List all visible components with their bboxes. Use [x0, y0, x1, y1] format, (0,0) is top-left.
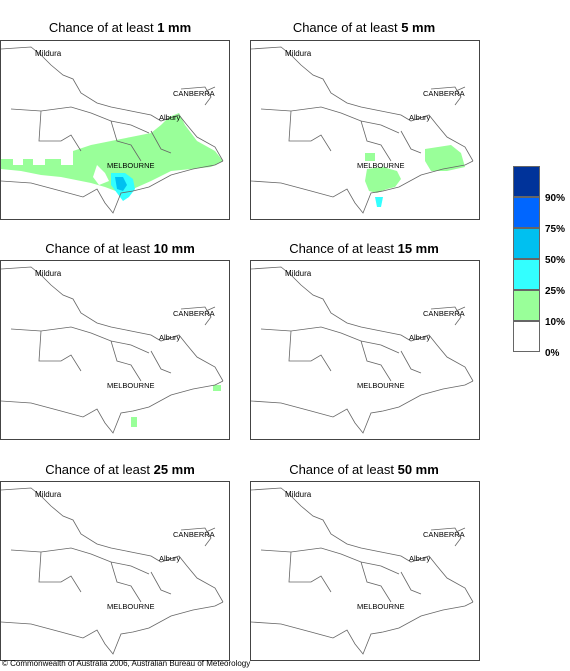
place-canberra: CANBERRA	[423, 530, 465, 539]
probability-legend: 90% 75% 50% 25% 10% 0%	[511, 166, 570, 359]
legend-swatch-0	[513, 321, 540, 352]
panel-title-50mm: Chance of at least 50 mm	[289, 462, 439, 477]
borders	[251, 487, 474, 655]
victoria-map-50mm	[251, 487, 474, 655]
place-melbourne: MELBOURNE	[357, 602, 405, 611]
copyright-notice: © Commonwealth of Australia 2006, Austra…	[2, 659, 251, 668]
borders	[1, 266, 224, 434]
map-1mm: Mildura CANBERRA Albury MELBOURNE	[0, 40, 230, 220]
place-canberra: CANBERRA	[423, 89, 465, 98]
place-albury: Albury	[159, 113, 181, 122]
panel-title-1mm: Chance of at least 1 mm	[48, 20, 192, 35]
legend-swatch-50	[513, 228, 540, 259]
place-canberra: CANBERRA	[173, 89, 215, 98]
map-5mm: Mildura CANBERRA Albury MELBOURNE	[250, 40, 480, 220]
map-50mm: Mildura CANBERRA Albury MELBOURNE	[250, 481, 480, 661]
panel-title-10mm: Chance of at least 10 mm	[45, 241, 195, 256]
legend-swatch-75	[513, 197, 540, 228]
place-canberra: CANBERRA	[423, 309, 465, 318]
place-albury: Albury	[159, 554, 181, 563]
borders	[251, 46, 474, 214]
place-melbourne: MELBOURNE	[107, 161, 155, 170]
legend-label-0: 0%	[545, 348, 560, 359]
place-albury: Albury	[409, 113, 431, 122]
place-mildura: Mildura	[35, 490, 62, 499]
victoria-map-10mm	[1, 266, 224, 434]
place-albury: Albury	[409, 333, 431, 342]
legend-label-25: 25%	[545, 286, 566, 297]
legend-label-10: 10%	[545, 317, 566, 328]
victoria-map-15mm	[251, 266, 474, 434]
place-canberra: CANBERRA	[173, 309, 215, 318]
place-mildura: Mildura	[285, 49, 312, 58]
rain-area-10pct	[131, 385, 221, 427]
legend-label-50: 50%	[545, 255, 566, 266]
legend-label-90: 90%	[545, 193, 566, 204]
map-15mm: Mildura CANBERRA Albury MELBOURNE	[250, 260, 480, 440]
place-melbourne: MELBOURNE	[357, 161, 405, 170]
rain-area-50pct	[115, 177, 127, 191]
borders	[1, 46, 224, 214]
legend-swatch-25	[513, 259, 540, 290]
map-10mm: Mildura CANBERRA Albury MELBOURNE	[0, 260, 230, 440]
legend-label-75: 75%	[545, 224, 566, 235]
panel-title-5mm: Chance of at least 5 mm	[292, 20, 436, 35]
place-mildura: Mildura	[285, 490, 312, 499]
place-melbourne: MELBOURNE	[357, 381, 405, 390]
victoria-map-25mm	[1, 487, 224, 655]
panel-title-15mm: Chance of at least 15 mm	[289, 241, 439, 256]
victoria-map-5mm	[251, 46, 474, 214]
rain-area-10pct	[365, 145, 465, 193]
place-melbourne: MELBOURNE	[107, 381, 155, 390]
place-mildura: Mildura	[35, 49, 62, 58]
place-canberra: CANBERRA	[173, 530, 215, 539]
legend-swatch-90	[513, 166, 540, 197]
place-albury: Albury	[409, 554, 431, 563]
borders	[251, 266, 474, 434]
map-25mm: Mildura CANBERRA Albury MELBOURNE	[0, 481, 230, 661]
place-albury: Albury	[159, 333, 181, 342]
rain-area-10pct	[1, 113, 223, 193]
legend-swatch-10	[513, 290, 540, 321]
place-mildura: Mildura	[35, 269, 62, 278]
borders	[1, 487, 224, 655]
rain-area-25pct	[375, 197, 383, 207]
panel-title-25mm: Chance of at least 25 mm	[45, 462, 195, 477]
place-melbourne: MELBOURNE	[107, 602, 155, 611]
victoria-map-1mm	[1, 46, 224, 214]
place-mildura: Mildura	[285, 269, 312, 278]
